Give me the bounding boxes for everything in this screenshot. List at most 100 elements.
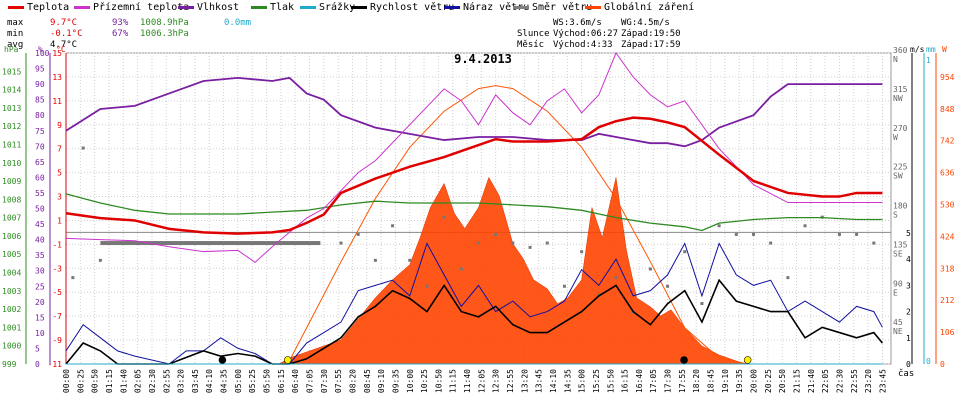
pressure-tick-label: 1010: [2, 159, 21, 168]
x-tick-label: 03:20: [177, 369, 186, 393]
radiation-tick-label: 212: [940, 296, 955, 305]
wind-direction-point: [494, 232, 498, 236]
temperature-tick-label: -5: [52, 288, 62, 297]
legend-item-2: Vlhkost: [178, 2, 239, 14]
humidity-tick-label: 0: [35, 360, 40, 369]
wind-direction-tick: 360: [893, 46, 908, 55]
legend-label: Přízemní teplota: [93, 2, 190, 13]
radiation-tick-label: 106: [940, 328, 955, 337]
wind-direction-point: [837, 232, 841, 236]
stat-wind-speed: WS:3.6m/s: [553, 18, 602, 28]
x-tick-label: 06:40: [291, 369, 300, 393]
wind-direction-point: [580, 250, 584, 254]
pressure-tick-label: 1003: [2, 287, 21, 296]
wind-direction-point: [786, 276, 790, 280]
temperature-tick-label: -3: [52, 264, 62, 273]
temperature-tick-label: 5: [57, 169, 62, 178]
pressure-tick-label: 1001: [2, 323, 21, 332]
legend-label: Rychlost větru: [370, 2, 455, 13]
x-tick-label: 05:50: [263, 369, 272, 393]
wind-direction-label: N: [893, 55, 898, 64]
x-tick-label: 12:05: [477, 369, 486, 393]
x-tick-label: 16:15: [621, 369, 630, 393]
radiation-tick-label: 742: [940, 137, 955, 146]
x-tick-label: 11:40: [463, 369, 472, 393]
x-tick-label: 10:25: [420, 369, 429, 393]
legend-item-8: Globální záření: [585, 2, 694, 14]
stat-min-pressure: 1006.3hPa: [140, 29, 189, 39]
x-tick-label: 18:45: [707, 369, 716, 393]
wind-direction-point: [562, 284, 566, 288]
x-tick-label: 00:00: [62, 369, 71, 393]
humidity-tick-label: 15: [35, 313, 45, 322]
wind-direction-label: NW: [893, 94, 903, 103]
temperature-tick-label: 3: [57, 193, 62, 202]
series-rychlost-vetru: [65, 278, 884, 365]
legend-swatch: [351, 5, 367, 9]
wind-direction-label: E: [893, 288, 898, 297]
wind-speed-tick-label: 4: [906, 255, 911, 264]
humidity-tick-label: 50: [35, 205, 45, 214]
temperature-tick-label: 11: [52, 97, 62, 106]
humidity-tick-label: 90: [35, 80, 45, 89]
wind-direction-label: W: [893, 133, 898, 142]
pressure-tick-label: 1007: [2, 214, 21, 223]
chart-title: 9.4.2013: [454, 52, 512, 66]
wind-speed-tick-label: 0: [906, 360, 911, 369]
wind-direction-tick: 180: [893, 202, 908, 211]
sunset-marker: [743, 356, 752, 364]
wind-direction-point: [356, 232, 360, 236]
wind-direction-point: [408, 258, 412, 262]
rain-unit: mm: [926, 45, 936, 54]
x-tick-label: 12:55: [506, 369, 515, 393]
radiation-tick-label: 0: [940, 360, 945, 369]
legend-item-0: Teplota: [8, 2, 69, 14]
humidity-tick-label: 85: [35, 96, 45, 105]
moonset-marker: [680, 356, 688, 364]
radiation-tick-label: 530: [940, 201, 955, 210]
wind-direction-point: [511, 241, 515, 245]
x-tick-label: 07:30: [320, 369, 329, 393]
wind-direction-point: [855, 232, 859, 236]
legend-item-5: Rychlost větru: [351, 2, 454, 14]
pressure-tick-label: 999: [2, 360, 17, 369]
pressure-tick-label: 1014: [2, 86, 21, 95]
x-tick-label: 04:10: [205, 369, 214, 393]
stat-max-humidity: 93%: [112, 18, 129, 28]
pressure-tick-label: 1000: [2, 342, 21, 351]
x-tick-label: 22:30: [835, 369, 844, 393]
legend-label: Vlhkost: [197, 2, 240, 13]
temperature-tick-label: 9: [57, 121, 62, 130]
wind-direction-label: S: [893, 211, 898, 220]
pressure-tick-label: 1012: [2, 122, 21, 131]
series-vlhkost: [65, 76, 883, 148]
wind-direction-point: [872, 241, 876, 245]
x-tick-label: 21:15: [792, 369, 801, 393]
x-tick-label: 06:15: [277, 369, 286, 393]
rain-tick-label: 0: [926, 357, 931, 366]
stat-moon-label: Měsíc: [517, 40, 545, 50]
legend-item-4: Srážky: [300, 2, 355, 14]
x-tick-label: 21:40: [807, 369, 816, 393]
wind-speed-tick-label: 1: [906, 334, 911, 343]
wind-direction-point: [752, 232, 755, 236]
pressure-tick-label: 1002: [2, 305, 21, 314]
temperature-unit: °C: [56, 45, 66, 54]
series-naraz-vetru: [65, 242, 883, 365]
legend-item-7: Směr větru: [513, 2, 592, 14]
legend-swatch: [300, 5, 316, 9]
radiation-tick-label: 424: [940, 232, 955, 241]
humidity-tick-label: 55: [35, 189, 45, 198]
wind-direction-point: [442, 215, 446, 219]
x-tick-label: 19:35: [735, 369, 744, 393]
x-tick-label: 09:10: [377, 369, 386, 393]
legend-swatch: [8, 5, 24, 9]
legend-swatch: [178, 5, 194, 9]
humidity-tick-label: 60: [35, 173, 45, 182]
pressure-tick-label: 1005: [2, 250, 21, 259]
stat-avg-temp: 4.7°C: [50, 40, 78, 50]
x-tick-label: 23:45: [878, 369, 887, 393]
legend-swatch: [513, 5, 529, 9]
x-tick-label: 13:20: [520, 369, 529, 393]
stat-max-pressure: 1008.9hPa: [140, 18, 189, 28]
